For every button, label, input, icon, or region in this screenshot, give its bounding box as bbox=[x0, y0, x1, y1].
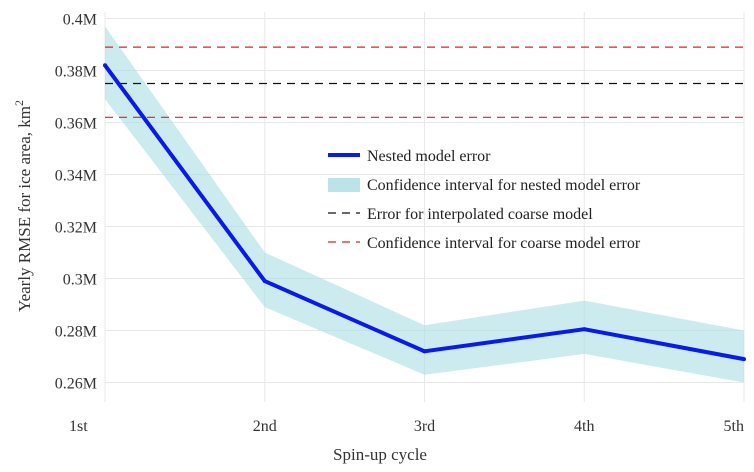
y-axis-label-superscript: 2 bbox=[12, 100, 26, 106]
nested-error-point-1 bbox=[262, 279, 267, 284]
x-axis-label: Spin-up cycle bbox=[333, 445, 427, 464]
legend-label-nested: Nested model error bbox=[367, 148, 491, 165]
legend-label-coarse: Error for interpolated coarse model bbox=[367, 206, 593, 223]
x-tick-labels: 1st 2nd 3rd 4th 5th bbox=[69, 418, 744, 435]
y-tick-label-3: 0.32M bbox=[55, 220, 97, 237]
y-tick-label-4: 0.34M bbox=[55, 168, 97, 185]
y-tick-label-2: 0.3M bbox=[63, 272, 97, 289]
nested-error-point-3 bbox=[582, 327, 587, 332]
x-tick-label-4: 5th bbox=[724, 418, 744, 435]
y-axis-label-text: Yearly RMSE for ice area, km bbox=[15, 106, 34, 312]
nested-ci-band bbox=[105, 26, 744, 383]
nested-error-point-2 bbox=[422, 349, 427, 354]
legend-label-nested-ci: Confidence interval for nested model err… bbox=[367, 177, 641, 194]
y-tick-label-7: 0.4M bbox=[63, 12, 97, 29]
y-tick-labels: 0.26M 0.28M 0.3M 0.32M 0.34M 0.36M 0.38M 0.4M bbox=[55, 12, 97, 393]
nested-error-point-4 bbox=[742, 357, 746, 362]
y-tick-label-5: 0.36M bbox=[55, 116, 97, 133]
y-tick-label-1: 0.28M bbox=[55, 324, 97, 341]
confidence-bands bbox=[105, 26, 744, 383]
x-tick-label-2: 3rd bbox=[414, 418, 435, 435]
x-tick-label-3: 4th bbox=[574, 418, 594, 435]
series-lines bbox=[103, 63, 746, 362]
legend: Nested model error Confidence interval f… bbox=[328, 148, 641, 252]
x-tick-label-0: 1st bbox=[69, 418, 88, 435]
y-tick-label-6: 0.38M bbox=[55, 64, 97, 81]
nested-error-point-0 bbox=[103, 63, 107, 68]
reference-lines bbox=[105, 46, 744, 118]
legend-label-coarse-ci: Confidence interval for coarse model err… bbox=[367, 235, 641, 252]
y-tick-label-0: 0.26M bbox=[55, 376, 97, 393]
x-tick-label-1: 2nd bbox=[253, 418, 277, 435]
legend-swatch-nested-ci bbox=[328, 178, 360, 192]
y-axis-label: Yearly RMSE for ice area, km2 bbox=[12, 100, 34, 312]
